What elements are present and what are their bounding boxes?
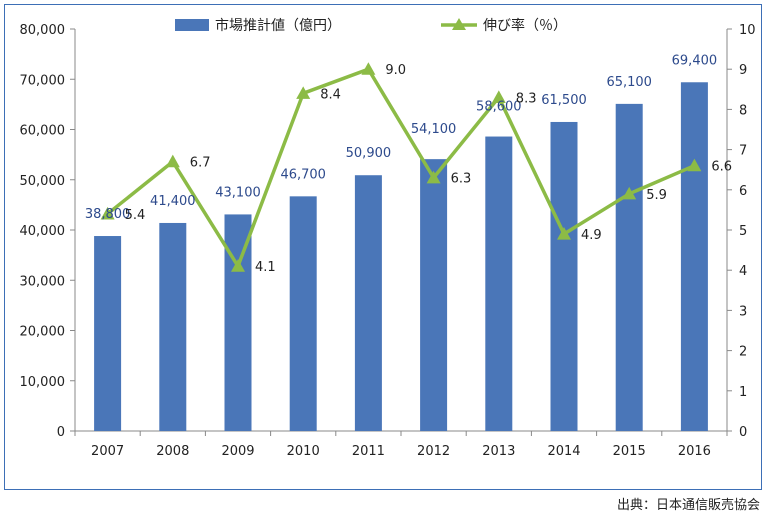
x-tick-label: 2016 (678, 444, 711, 459)
x-tick-label: 2015 (613, 444, 646, 459)
line-data-label: 5.9 (646, 188, 667, 203)
line-point-marker (165, 154, 180, 168)
y-left-tick-label: 50,000 (20, 174, 66, 189)
x-tick-label: 2013 (482, 444, 515, 459)
chart-frame: 0 10,000 20,000 30,000 40,000 50,000 60,000 70,… (4, 4, 762, 490)
bar (224, 214, 252, 431)
line-point-marker (557, 227, 571, 240)
y-left-tick-label: 40,000 (20, 224, 66, 239)
x-tick-label: 2014 (547, 444, 580, 459)
line-data-label: 6.3 (451, 172, 472, 187)
bar-data-label: 54,100 (411, 122, 457, 137)
y-left-tick-label: 30,000 (20, 274, 66, 289)
line-point-marker (361, 62, 376, 75)
y-left-tick-label: 0 (57, 425, 65, 440)
y-right-tick-label: 3 (739, 304, 747, 319)
bar-data-label: 38,800 (85, 207, 131, 222)
growth-line (106, 67, 696, 268)
x-tick-label: 2009 (221, 444, 254, 459)
bar (94, 236, 122, 431)
y-right-tick-label: 1 (739, 385, 747, 400)
bar (289, 196, 317, 431)
line-data-label: 9.0 (385, 63, 406, 78)
line-point-marker (231, 259, 245, 272)
bar (615, 103, 643, 431)
y-right-tick-label: 4 (739, 264, 747, 279)
bar (680, 82, 708, 431)
legend-bar-swatch (175, 19, 209, 31)
line-data-label: 8.3 (516, 91, 537, 106)
legend-line-marker (452, 18, 466, 30)
y-right-tick-label: 6 (739, 184, 747, 199)
bar (354, 175, 382, 431)
y-left-tick-label: 20,000 (20, 325, 66, 340)
chart-svg: 0 10,000 20,000 30,000 40,000 50,000 60,000 70,… (20, 17, 756, 459)
bar-data-label: 50,900 (346, 146, 392, 161)
bar (159, 222, 187, 431)
y-left-tick-label: 60,000 (20, 124, 66, 139)
y-right-tick-label: 0 (739, 425, 747, 440)
bar (550, 121, 578, 432)
line-data-label: 6.7 (190, 156, 211, 171)
line-point-marker (296, 86, 311, 99)
y-left-tick-label: 10,000 (20, 375, 66, 390)
bar-data-label: 46,700 (280, 167, 326, 182)
bar (420, 159, 448, 431)
line-data-label: 4.9 (581, 228, 602, 243)
y-left-tick-label: 80,000 (20, 23, 66, 38)
line-point-marker (491, 90, 506, 103)
bar-data-label: 58,600 (476, 100, 522, 115)
x-tick-label: 2007 (91, 444, 124, 459)
x-tick-label: 2010 (287, 444, 320, 459)
line-point-marker (687, 158, 702, 172)
line-data-label: 5.4 (125, 208, 146, 223)
bar (485, 136, 513, 431)
y-right-tick-label: 8 (739, 103, 747, 118)
legend-line-label: 伸び率（％） (483, 17, 567, 34)
bar-data-label: 69,400 (672, 53, 718, 68)
y-right-tick-label: 10 (739, 23, 756, 38)
bar-data-label: 61,500 (541, 93, 587, 108)
line-point-marker (100, 206, 115, 220)
y-right-tick-label: 5 (739, 224, 747, 239)
y-right-tick-label: 7 (739, 144, 747, 159)
y-left-tick-label: 70,000 (20, 73, 66, 88)
x-tick-label: 2011 (352, 444, 385, 459)
y-right-tick-label: 2 (739, 345, 747, 360)
bar-data-label: 41,400 (150, 194, 196, 209)
bar-data-label: 65,100 (606, 75, 652, 90)
x-tick-label: 2008 (156, 444, 189, 459)
x-tick-label: 2012 (417, 444, 450, 459)
line-point-marker (622, 186, 637, 200)
line-data-label: 6.6 (711, 160, 732, 175)
legend-bar-label: 市場推計値（億円） (215, 17, 341, 34)
line-point-marker (426, 170, 441, 184)
line-data-label: 4.1 (255, 260, 276, 275)
source-note: 出典：日本通信販売協会 (616, 498, 760, 513)
line-data-label: 8.4 (320, 87, 341, 102)
bar-data-label: 43,100 (215, 185, 261, 200)
y-right-tick-label: 9 (739, 63, 747, 78)
